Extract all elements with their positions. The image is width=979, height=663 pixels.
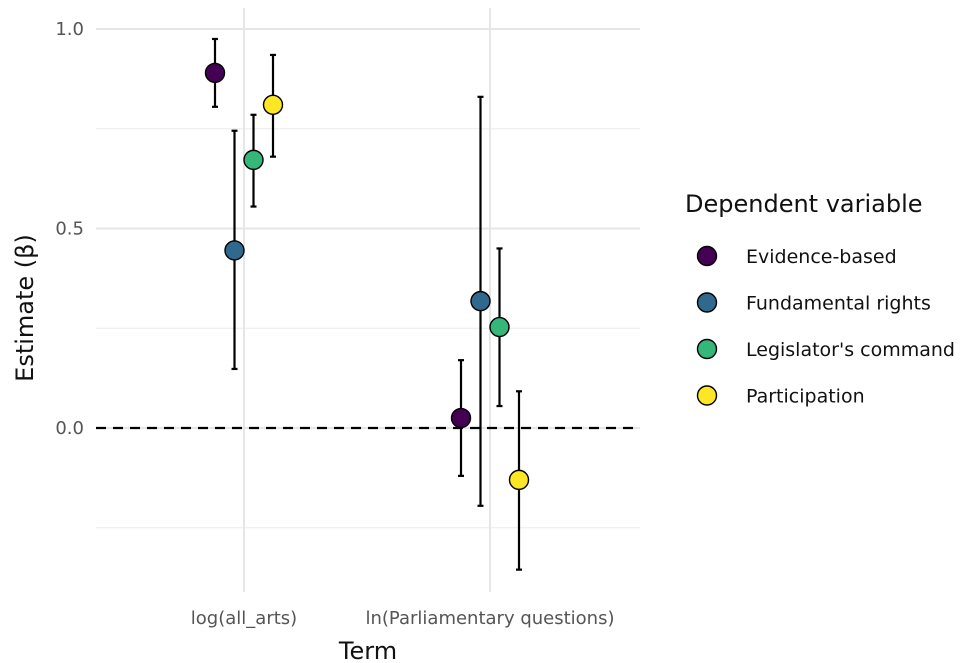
legend-label: Participation <box>746 386 865 408</box>
legend: Dependent variable Evidence-based Fundame… <box>685 190 955 408</box>
legend-label: Evidence-based <box>746 246 897 268</box>
data-point <box>243 149 264 171</box>
legend-label: Fundamental rights <box>746 293 931 315</box>
y-axis-title: Estimate (β) <box>11 234 39 382</box>
y-tick-labels: 0.0 0.5 1.0 <box>55 19 84 439</box>
x-tick-labels: log(all_arts) ln(Parliamentary questions) <box>191 608 615 629</box>
legend-item: Participation <box>696 385 865 408</box>
legend-swatch <box>696 292 718 313</box>
y-tick-label: 1.0 <box>55 19 84 40</box>
data-point <box>450 407 472 429</box>
x-tick-label: log(all_arts) <box>191 608 297 629</box>
data-point <box>489 316 510 338</box>
grid-lines <box>96 8 640 592</box>
legend-title: Dependent variable <box>685 190 923 218</box>
legend-item: Fundamental rights <box>696 292 931 315</box>
x-axis-title: Term <box>338 637 397 663</box>
x-tick-label: ln(Parliamentary questions) <box>366 608 615 629</box>
legend-swatch <box>696 385 718 406</box>
legend-item: Evidence-based <box>696 245 897 268</box>
data-point <box>224 240 245 261</box>
data-point <box>508 469 530 491</box>
y-tick-label: 0.0 <box>55 418 84 439</box>
legend-swatch <box>696 245 718 267</box>
data-point <box>204 62 226 84</box>
legend-item: Legislator's command <box>696 338 955 361</box>
legend-swatch <box>696 338 718 360</box>
y-tick-label: 0.5 <box>55 219 84 240</box>
data-point <box>262 94 284 116</box>
data-points <box>204 62 530 491</box>
data-point <box>470 290 491 312</box>
legend-label: Legislator's command <box>746 339 955 361</box>
legend-items: Evidence-based Fundamental rights Legislat… <box>696 245 955 408</box>
